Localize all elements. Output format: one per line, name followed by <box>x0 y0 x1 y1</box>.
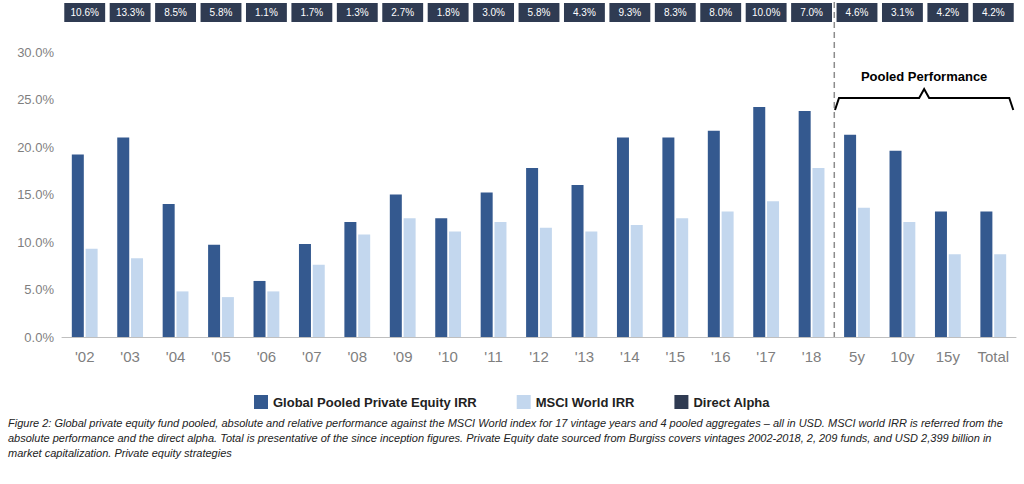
svg-text:'17: '17 <box>756 348 776 365</box>
svg-text:1.8%: 1.8% <box>437 7 460 18</box>
svg-text:15y: 15y <box>936 348 961 365</box>
svg-text:3.1%: 3.1% <box>891 7 914 18</box>
svg-text:30.0%: 30.0% <box>17 45 54 60</box>
svg-text:Pooled Performance: Pooled Performance <box>861 69 987 84</box>
svg-text:'10: '10 <box>438 348 458 365</box>
svg-text:Total: Total <box>977 348 1009 365</box>
svg-text:Global Pooled Private Equity I: Global Pooled Private Equity IRR <box>273 395 477 410</box>
svg-text:'13: '13 <box>575 348 595 365</box>
svg-text:9.3%: 9.3% <box>618 7 641 18</box>
svg-text:'03: '03 <box>120 348 140 365</box>
svg-text:'14: '14 <box>620 348 640 365</box>
svg-text:1.7%: 1.7% <box>300 7 323 18</box>
svg-text:'08: '08 <box>348 348 368 365</box>
svg-text:10.0%: 10.0% <box>752 7 780 18</box>
svg-text:'07: '07 <box>302 348 322 365</box>
svg-text:4.2%: 4.2% <box>936 7 959 18</box>
svg-text:4.3%: 4.3% <box>573 7 596 18</box>
svg-text:4.6%: 4.6% <box>846 7 869 18</box>
svg-text:2.7%: 2.7% <box>391 7 414 18</box>
svg-text:20.0%: 20.0% <box>17 140 54 155</box>
svg-text:MSCI World IRR: MSCI World IRR <box>536 395 635 410</box>
svg-text:25.0%: 25.0% <box>17 92 54 107</box>
svg-text:10.0%: 10.0% <box>17 235 54 250</box>
svg-text:'15: '15 <box>666 348 686 365</box>
svg-text:8.3%: 8.3% <box>664 7 687 18</box>
svg-text:8.0%: 8.0% <box>709 7 732 18</box>
svg-text:5.8%: 5.8% <box>528 7 551 18</box>
svg-text:'04: '04 <box>166 348 186 365</box>
svg-text:15.0%: 15.0% <box>17 187 54 202</box>
svg-text:'02: '02 <box>75 348 95 365</box>
svg-text:'18: '18 <box>802 348 822 365</box>
svg-text:Direct Alpha: Direct Alpha <box>693 395 770 410</box>
svg-text:5.0%: 5.0% <box>24 282 54 297</box>
svg-text:5.8%: 5.8% <box>210 7 233 18</box>
svg-text:0.0%: 0.0% <box>24 330 54 345</box>
svg-text:'09: '09 <box>393 348 413 365</box>
svg-text:'16: '16 <box>711 348 731 365</box>
svg-text:7.0%: 7.0% <box>800 7 823 18</box>
svg-text:5y: 5y <box>849 348 865 365</box>
svg-text:'11: '11 <box>484 348 502 365</box>
html-text:Figure 2: Global private equit: Figure 2: Global private equity fund poo… <box>8 417 1003 459</box>
svg-text:4.2%: 4.2% <box>982 7 1005 18</box>
svg-text:'12: '12 <box>529 348 549 365</box>
svg-text:3.0%: 3.0% <box>482 7 505 18</box>
svg-text:10.6%: 10.6% <box>71 7 99 18</box>
svg-text:13.3%: 13.3% <box>116 7 144 18</box>
svg-text:1.3%: 1.3% <box>346 7 369 18</box>
svg-text:10y: 10y <box>890 348 915 365</box>
svg-text:8.5%: 8.5% <box>164 7 187 18</box>
svg-text:'06: '06 <box>257 348 277 365</box>
svg-text:1.1%: 1.1% <box>255 7 278 18</box>
svg-text:'05: '05 <box>211 348 231 365</box>
